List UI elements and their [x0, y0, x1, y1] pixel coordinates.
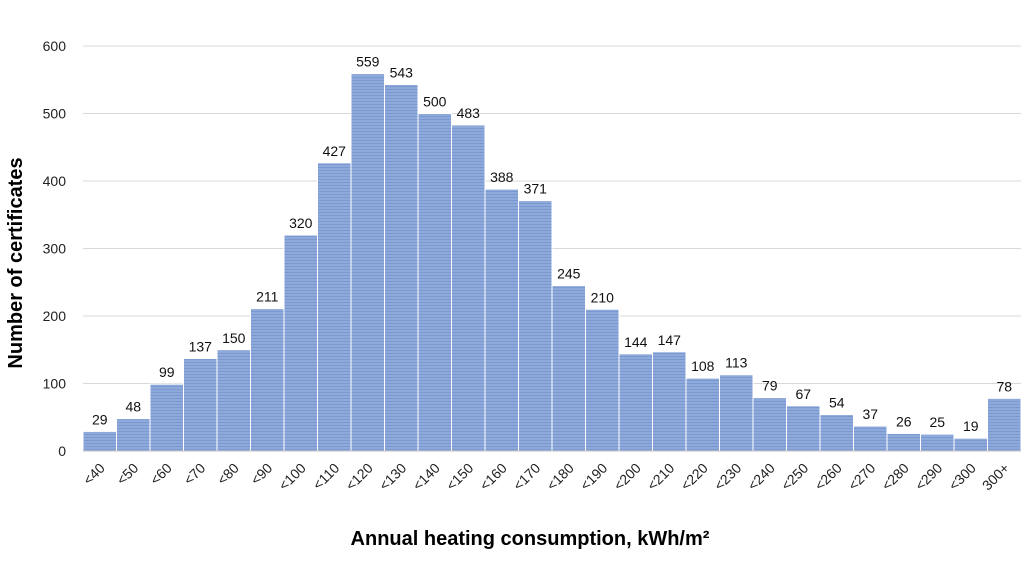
- x-tick-label: <280: [878, 460, 912, 494]
- bar: [350, 73, 385, 452]
- data-label: 320: [289, 215, 313, 231]
- x-tick-label: <60: [147, 460, 175, 488]
- data-label: 78: [996, 378, 1012, 394]
- y-tick-label: 200: [43, 308, 67, 324]
- data-label: 559: [356, 54, 380, 70]
- x-tick-label: <180: [543, 460, 577, 494]
- data-label: 67: [795, 386, 811, 402]
- data-label: 48: [125, 399, 141, 415]
- x-tick-label: <70: [180, 460, 208, 488]
- data-label: 371: [524, 181, 548, 197]
- x-tick-label: <50: [113, 460, 141, 488]
- bar: [920, 433, 955, 452]
- x-tick-label: <170: [510, 460, 544, 494]
- bar: [216, 349, 251, 452]
- data-label: 144: [624, 334, 648, 350]
- x-tick-label: <260: [811, 460, 845, 494]
- y-axis-ticks: 0 100 200 300 400 500 600: [43, 38, 67, 459]
- data-label: 427: [323, 143, 347, 159]
- bar: [250, 308, 285, 452]
- x-tick-label: <220: [677, 460, 711, 494]
- y-tick-label: 400: [43, 173, 67, 189]
- x-tick-label: 300+: [979, 460, 1013, 494]
- x-tick-label: <40: [80, 460, 108, 488]
- bar: [149, 383, 184, 452]
- data-label: 211: [256, 289, 279, 305]
- y-tick-label: 0: [58, 443, 66, 459]
- bar: [551, 285, 586, 452]
- bar: [987, 397, 1022, 452]
- data-label: 25: [929, 414, 945, 430]
- data-label: 29: [92, 411, 108, 427]
- data-label: 54: [829, 395, 845, 411]
- bar: [317, 162, 352, 452]
- bar: [853, 425, 888, 452]
- bar: [417, 113, 452, 452]
- data-label: 37: [862, 406, 878, 422]
- x-tick-label: <140: [409, 460, 443, 494]
- data-label: 245: [557, 266, 581, 282]
- bar: [451, 124, 486, 452]
- bar: [283, 234, 318, 452]
- x-tick-label: <250: [778, 460, 812, 494]
- x-axis-title: Annual heating consumption, kWh/m²: [351, 528, 710, 550]
- x-tick-label: <240: [744, 460, 778, 494]
- y-tick-label: 500: [43, 106, 67, 122]
- x-tick-label: <200: [610, 460, 644, 494]
- x-tick-label: <120: [342, 460, 376, 494]
- x-tick-label: <300: [945, 460, 979, 494]
- bar: [618, 353, 653, 452]
- data-label: 210: [591, 289, 615, 305]
- x-tick-label: <270: [845, 460, 879, 494]
- x-axis-ticks: <40 <50 <60 <70 <80 <90 <100 <110 <120 <130 <140 <1…: [80, 460, 1013, 494]
- bar: [384, 83, 419, 452]
- bar: [786, 405, 821, 452]
- bar: [484, 188, 519, 452]
- x-tick-label: <160: [476, 460, 510, 494]
- data-label: 137: [189, 339, 213, 355]
- x-tick-label: <130: [376, 460, 410, 494]
- bar: [652, 351, 687, 452]
- bar: [82, 430, 117, 452]
- bar: [886, 432, 921, 452]
- data-label: 108: [691, 358, 715, 374]
- y-tick-label: 300: [43, 241, 67, 257]
- data-label: 19: [963, 418, 979, 434]
- bar: [685, 377, 720, 452]
- data-label: 99: [159, 364, 175, 380]
- x-tick-label: <90: [247, 460, 275, 488]
- data-label: 147: [658, 332, 682, 348]
- data-label: 543: [390, 64, 414, 80]
- data-label: 500: [423, 94, 447, 110]
- bar: [819, 414, 854, 452]
- x-tick-label: <190: [577, 460, 611, 494]
- data-label: 113: [725, 355, 748, 371]
- bar: [953, 437, 988, 452]
- x-tick-label: <80: [214, 460, 242, 488]
- x-tick-label: <210: [644, 460, 678, 494]
- bar: [518, 200, 553, 452]
- y-axis-title: Number of certificates: [5, 157, 27, 368]
- y-tick-label: 600: [43, 38, 67, 54]
- x-tick-label: <110: [309, 460, 342, 493]
- x-tick-label: <100: [275, 460, 309, 494]
- data-label: 79: [762, 378, 778, 394]
- data-label: 26: [896, 413, 912, 429]
- bar: [116, 418, 151, 452]
- bar: [752, 397, 787, 452]
- data-label: 388: [490, 169, 514, 185]
- bar: [585, 308, 620, 452]
- bar: [183, 358, 218, 452]
- data-label: 150: [222, 330, 246, 346]
- x-tick-label: <290: [912, 460, 946, 494]
- bar: [719, 374, 754, 452]
- x-tick-label: <150: [443, 460, 477, 494]
- data-labels: 29 48 99 137 150 211 320 427 559 543 500 483 388 371 2…: [92, 54, 1012, 434]
- bars: [82, 73, 1022, 452]
- y-tick-label: 100: [43, 376, 67, 392]
- data-label: 483: [457, 105, 481, 121]
- x-tick-label: <230: [711, 460, 745, 494]
